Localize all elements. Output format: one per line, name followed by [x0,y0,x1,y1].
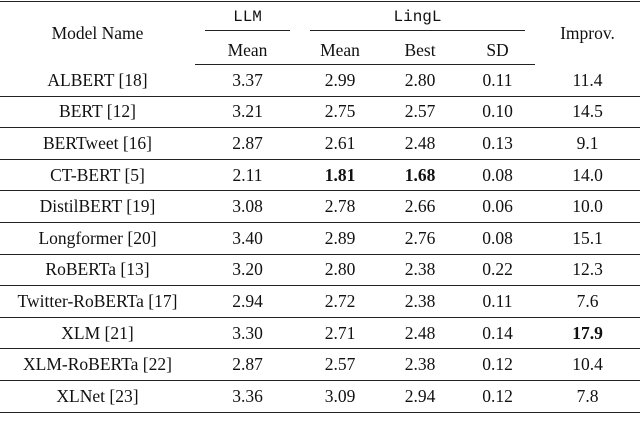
table-cell: 0.14 [460,317,535,350]
sub-header: SD [460,36,535,65]
model-name: XLNet [23] [0,380,195,413]
table-cell: 2.38 [380,285,460,318]
table-cell: 0.12 [460,348,535,381]
model-name: ALBERT [18] [0,64,195,97]
table-cell: 3.08 [195,190,300,223]
model-name: CT-BERT [5] [0,159,195,192]
table-cell: 17.9 [535,317,640,350]
table-row: Longformer [20] 3.40 2.89 2.76 0.08 15.1 [0,222,640,255]
table-cell: 2.89 [300,222,380,255]
table-cell: 2.99 [300,64,380,97]
table-cell: 0.11 [460,64,535,97]
results-table: Model Name LLM LingL Improv. Mean Mean B… [0,1,640,413]
table-cell: 0.06 [460,190,535,223]
table-cell: 9.1 [535,127,640,160]
table-cell: 2.80 [380,64,460,97]
table-row: BERT [12] 3.21 2.75 2.57 0.10 14.5 [0,96,640,129]
table-cell: 3.37 [195,64,300,97]
table-row: XLM [21] 3.30 2.71 2.48 0.14 17.9 [0,317,640,350]
table-cell: 2.94 [380,380,460,413]
table-cell: 2.78 [300,190,380,223]
table-cell: 2.80 [300,254,380,287]
table-cell: 2.71 [300,317,380,350]
table-cell: 12.3 [535,254,640,287]
table-cell: 2.11 [195,159,300,192]
table-cell: 0.08 [460,222,535,255]
table-cell: 14.0 [535,159,640,192]
table-cell: 2.94 [195,285,300,318]
table-cell: 15.1 [535,222,640,255]
sub-header: Best [380,36,460,65]
header-group: LingL [300,1,535,36]
table-cell: 2.72 [300,285,380,318]
table-row: Twitter-RoBERTa [17] 2.94 2.72 2.38 0.11 7.6 [0,285,640,318]
table-cell: 2.57 [380,96,460,129]
model-name: XLM-RoBERTa [22] [0,348,195,381]
table-body: ALBERT [18] 3.37 2.99 2.80 0.11 11.4 BERT [12]… [0,64,640,413]
table-cell: 2.66 [380,190,460,223]
table-row: XLNet [23] 3.36 3.09 2.94 0.12 7.8 [0,380,640,413]
group-label: LLM [205,8,290,31]
table-row: ALBERT [18] 3.37 2.99 2.80 0.11 11.4 [0,64,640,97]
table-cell: 14.5 [535,96,640,129]
sub-header: Mean [300,36,380,65]
table-cell: 0.08 [460,159,535,192]
model-name: RoBERTa [13] [0,254,195,287]
model-name: Twitter-RoBERTa [17] [0,285,195,318]
table-row: CT-BERT [5] 2.11 1.81 1.68 0.08 14.0 [0,159,640,192]
model-name: BERTweet [16] [0,127,195,160]
table-header: Model Name LLM LingL Improv. Mean Mean B… [0,1,640,65]
table-cell: 0.22 [460,254,535,287]
model-name: DistilBERT [19] [0,190,195,223]
table-row: XLM-RoBERTa [22] 2.87 2.57 2.38 0.12 10.4 [0,348,640,381]
table-cell: 2.87 [195,348,300,381]
table-cell: 0.11 [460,285,535,318]
table-cell: 3.36 [195,380,300,413]
header-row: Mean Mean Best SD [0,36,640,65]
table-cell: 2.38 [380,254,460,287]
table-cell: 7.6 [535,285,640,318]
header-cell: Model Name [0,1,195,65]
header-group: LLM [195,1,300,36]
group-label: LingL [310,8,525,31]
table-cell: 3.20 [195,254,300,287]
table-cell: 2.48 [380,317,460,350]
table-cell: 2.57 [300,348,380,381]
table-cell: 7.8 [535,380,640,413]
table-cell: 1.68 [380,159,460,192]
table-cell: 2.87 [195,127,300,160]
table-row: BERTweet [16] 2.87 2.61 2.48 0.13 9.1 [0,127,640,160]
table-cell: 11.4 [535,64,640,97]
header-cell: Improv. [535,1,640,65]
table-cell: 2.76 [380,222,460,255]
table-cell: 2.38 [380,348,460,381]
model-name: XLM [21] [0,317,195,350]
table-row: RoBERTa [13] 3.20 2.80 2.38 0.22 12.3 [0,254,640,287]
table-cell: 0.13 [460,127,535,160]
table-cell: 2.48 [380,127,460,160]
table-cell: 3.09 [300,380,380,413]
table-row: DistilBERT [19] 3.08 2.78 2.66 0.06 10.0 [0,190,640,223]
model-name: Longformer [20] [0,222,195,255]
table-cell: 0.10 [460,96,535,129]
table-cell: 0.12 [460,380,535,413]
table-cell: 2.75 [300,96,380,129]
table-cell: 10.0 [535,190,640,223]
table-cell: 1.81 [300,159,380,192]
table-cell: 3.40 [195,222,300,255]
table-cell: 3.21 [195,96,300,129]
header-row: Model Name LLM LingL Improv. [0,1,640,65]
model-name: BERT [12] [0,96,195,129]
table-cell: 10.4 [535,348,640,381]
table-cell: 3.30 [195,317,300,350]
sub-header: Mean [195,36,300,65]
table-cell: 2.61 [300,127,380,160]
